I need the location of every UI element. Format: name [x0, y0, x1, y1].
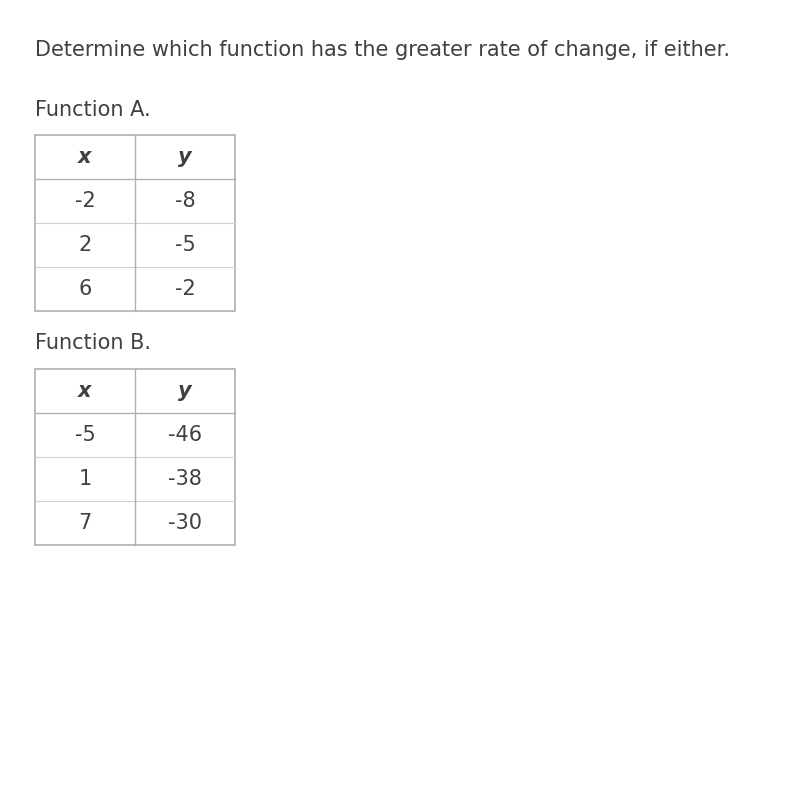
Bar	[35, 369, 235, 545]
Text: x: x	[78, 381, 92, 401]
Text: 2: 2	[78, 235, 92, 255]
Text: -5: -5	[174, 235, 195, 255]
Text: -46: -46	[168, 425, 202, 445]
Text: Function A.: Function A.	[35, 100, 150, 120]
Text: 1: 1	[78, 469, 92, 489]
Text: x: x	[78, 147, 92, 167]
Text: -38: -38	[168, 469, 202, 489]
Text: -30: -30	[168, 513, 202, 533]
Text: 6: 6	[78, 279, 92, 299]
Text: -2: -2	[74, 191, 95, 211]
Text: -2: -2	[174, 279, 195, 299]
Text: y: y	[178, 147, 192, 167]
Text: -8: -8	[174, 191, 195, 211]
Text: y: y	[178, 381, 192, 401]
Text: -5: -5	[74, 425, 95, 445]
Text: Function B.: Function B.	[35, 333, 151, 353]
Text: Determine which function has the greater rate of change, if either.: Determine which function has the greater…	[35, 40, 730, 60]
Bar	[35, 135, 235, 311]
Text: 7: 7	[78, 513, 92, 533]
